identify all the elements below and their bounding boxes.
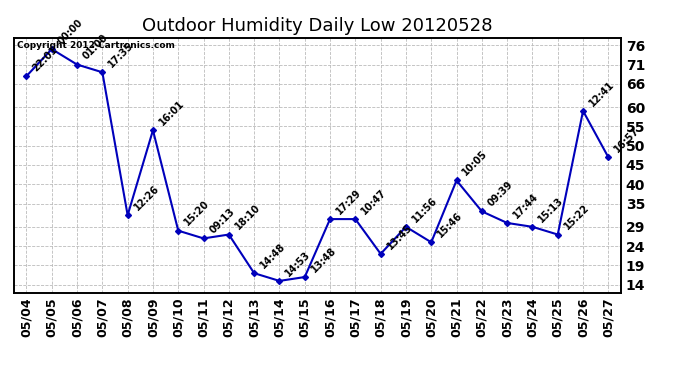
Text: 15:20: 15:20	[182, 199, 211, 228]
Text: 14:48: 14:48	[258, 242, 288, 270]
Text: 00:00: 00:00	[56, 17, 85, 46]
Text: 09:39: 09:39	[486, 180, 515, 209]
Text: 11:56: 11:56	[410, 195, 439, 224]
Text: 15:13: 15:13	[537, 195, 566, 224]
Text: 12:41: 12:41	[587, 79, 616, 108]
Text: 22:01: 22:01	[30, 44, 59, 74]
Text: 15:46: 15:46	[435, 210, 464, 240]
Text: 16:01: 16:01	[157, 99, 186, 128]
Text: 13:45: 13:45	[385, 222, 414, 251]
Text: 18:10: 18:10	[233, 203, 262, 232]
Text: 09:13: 09:13	[208, 207, 237, 236]
Title: Outdoor Humidity Daily Low 20120528: Outdoor Humidity Daily Low 20120528	[142, 16, 493, 34]
Text: 12:26: 12:26	[132, 183, 161, 213]
Text: 17:35: 17:35	[106, 40, 135, 69]
Text: 01:00: 01:00	[81, 33, 110, 62]
Text: 10:47: 10:47	[359, 188, 388, 216]
Text: 16:57: 16:57	[613, 126, 642, 154]
Text: 17:29: 17:29	[334, 188, 363, 216]
Text: 17:44: 17:44	[511, 191, 540, 220]
Text: Copyright 2012 Cartronics.com: Copyright 2012 Cartronics.com	[17, 41, 175, 50]
Text: 13:48: 13:48	[309, 245, 338, 274]
Text: 14:53: 14:53	[284, 249, 313, 278]
Text: 15:22: 15:22	[562, 203, 591, 232]
Text: 10:05: 10:05	[461, 148, 490, 178]
